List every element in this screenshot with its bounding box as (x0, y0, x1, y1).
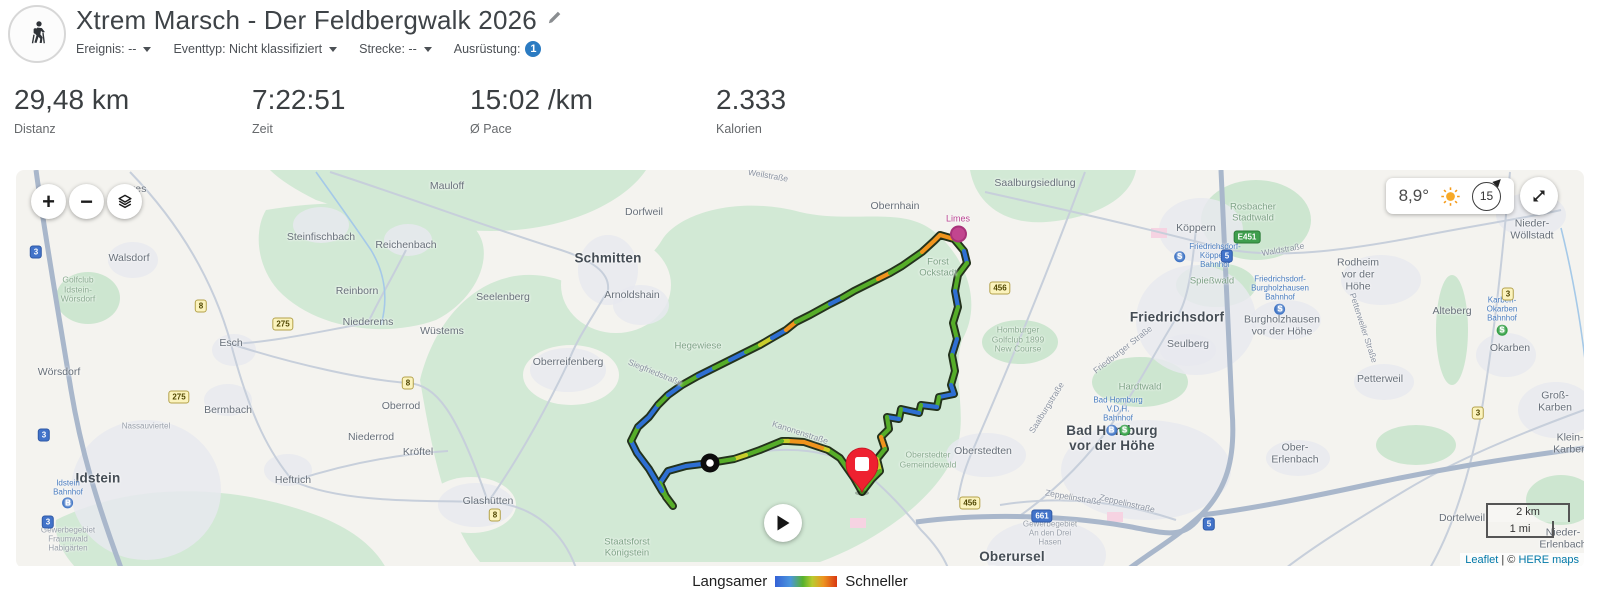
stat-distance: 29,48 km Distanz (14, 84, 129, 136)
map-attribution: Leaflet | © HERE maps (1460, 553, 1584, 568)
stat-time-value: 7:22:51 (252, 84, 346, 115)
route-path (627, 231, 971, 510)
wind-speed-value: 15 (1479, 189, 1494, 203)
temperature-value: 8,9° (1398, 186, 1429, 205)
activity-header: Xtrem Marsch - Der Feldbergwalk 2026 Ere… (0, 0, 1600, 70)
weather-widget[interactable]: 8,9° 15 (1385, 175, 1514, 214)
stat-distance-value: 29,48 km (14, 84, 130, 115)
position-marker (700, 453, 720, 473)
chevron-down-icon (329, 46, 338, 52)
scale-km: 2 km (1486, 503, 1570, 522)
layers-icon (117, 194, 132, 208)
stat-calories-label: Kalorien (716, 122, 762, 136)
filter-strecke-label: Strecke: -- (359, 42, 417, 56)
filter-ausruestung-label: Ausrüstung: (453, 42, 521, 56)
edit-title-icon[interactable] (547, 10, 562, 25)
scale-mi: 1 mi (1486, 521, 1554, 538)
chevron-down-icon (423, 46, 432, 52)
filter-eventtyp[interactable]: Eventtyp: Nicht klassifiziert (173, 42, 338, 56)
zoom-out-button[interactable]: − (69, 184, 104, 219)
stat-time: 7:22:51 Zeit (252, 84, 345, 136)
expand-icon (1533, 190, 1545, 202)
fullscreen-button[interactable] (1520, 177, 1558, 215)
stop-marker-pin (845, 447, 879, 496)
gear-count-badge: 1 (525, 41, 542, 57)
filter-strecke[interactable]: Strecke: -- (359, 42, 432, 56)
leaflet-link[interactable]: Leaflet (1465, 554, 1499, 566)
page-title: Xtrem Marsch - Der Feldbergwalk 2026 (76, 5, 537, 35)
wind-indicator: 15 (1472, 175, 1504, 211)
stat-pace: 15:02 /km Ø Pace (470, 84, 593, 136)
attribution-separator: | © (1498, 554, 1519, 566)
hiker-icon (31, 21, 45, 44)
minus-icon: − (80, 188, 93, 214)
here-maps-link[interactable]: HERE maps (1518, 554, 1579, 566)
filter-ereignis-label: Ereignis: -- (76, 42, 137, 56)
map-vector-layer (33, 170, 1584, 568)
scale-control: 2 km 1 mi (1486, 503, 1570, 538)
pace-gradient-bar (775, 575, 838, 587)
pace-legend: Langsamer Schneller (0, 566, 1600, 596)
zoom-in-button[interactable]: + (31, 184, 66, 219)
legend-slower-label: Langsamer (692, 572, 768, 590)
filter-eventtyp-label: Eventtyp: Nicht klassifiziert (173, 42, 323, 56)
play-button[interactable] (764, 504, 802, 542)
sun-icon (1441, 186, 1460, 206)
stat-pace-value: 15:02 /km (470, 84, 593, 115)
stat-pace-label: Ø Pace (470, 122, 512, 136)
layers-button[interactable] (107, 184, 142, 219)
stat-time-label: Zeit (252, 122, 273, 136)
chevron-down-icon (143, 46, 152, 52)
stat-distance-label: Distanz (14, 122, 56, 136)
play-icon (777, 515, 789, 531)
filter-ausruestung[interactable]: Ausrüstung: 1 (454, 41, 542, 57)
activity-type-icon (8, 5, 66, 63)
stats-bar: 29,48 km Distanz 7:22:51 Zeit 15:02 /km … (0, 84, 1600, 144)
stat-calories: 2.333 Kalorien (716, 84, 786, 136)
map[interactable]: MauloffirgesDorfweilObernhainSaalburgsie… (16, 170, 1584, 568)
wind-direction-arrow-icon (1492, 175, 1504, 188)
filter-ereignis[interactable]: Ereignis: -- (76, 42, 152, 56)
filter-bar: Ereignis: -- Eventtyp: Nicht klassifizie… (76, 41, 562, 57)
plus-icon: + (42, 188, 55, 214)
stat-calories-value: 2.333 (716, 84, 787, 115)
legend-faster-label: Schneller (845, 572, 908, 590)
